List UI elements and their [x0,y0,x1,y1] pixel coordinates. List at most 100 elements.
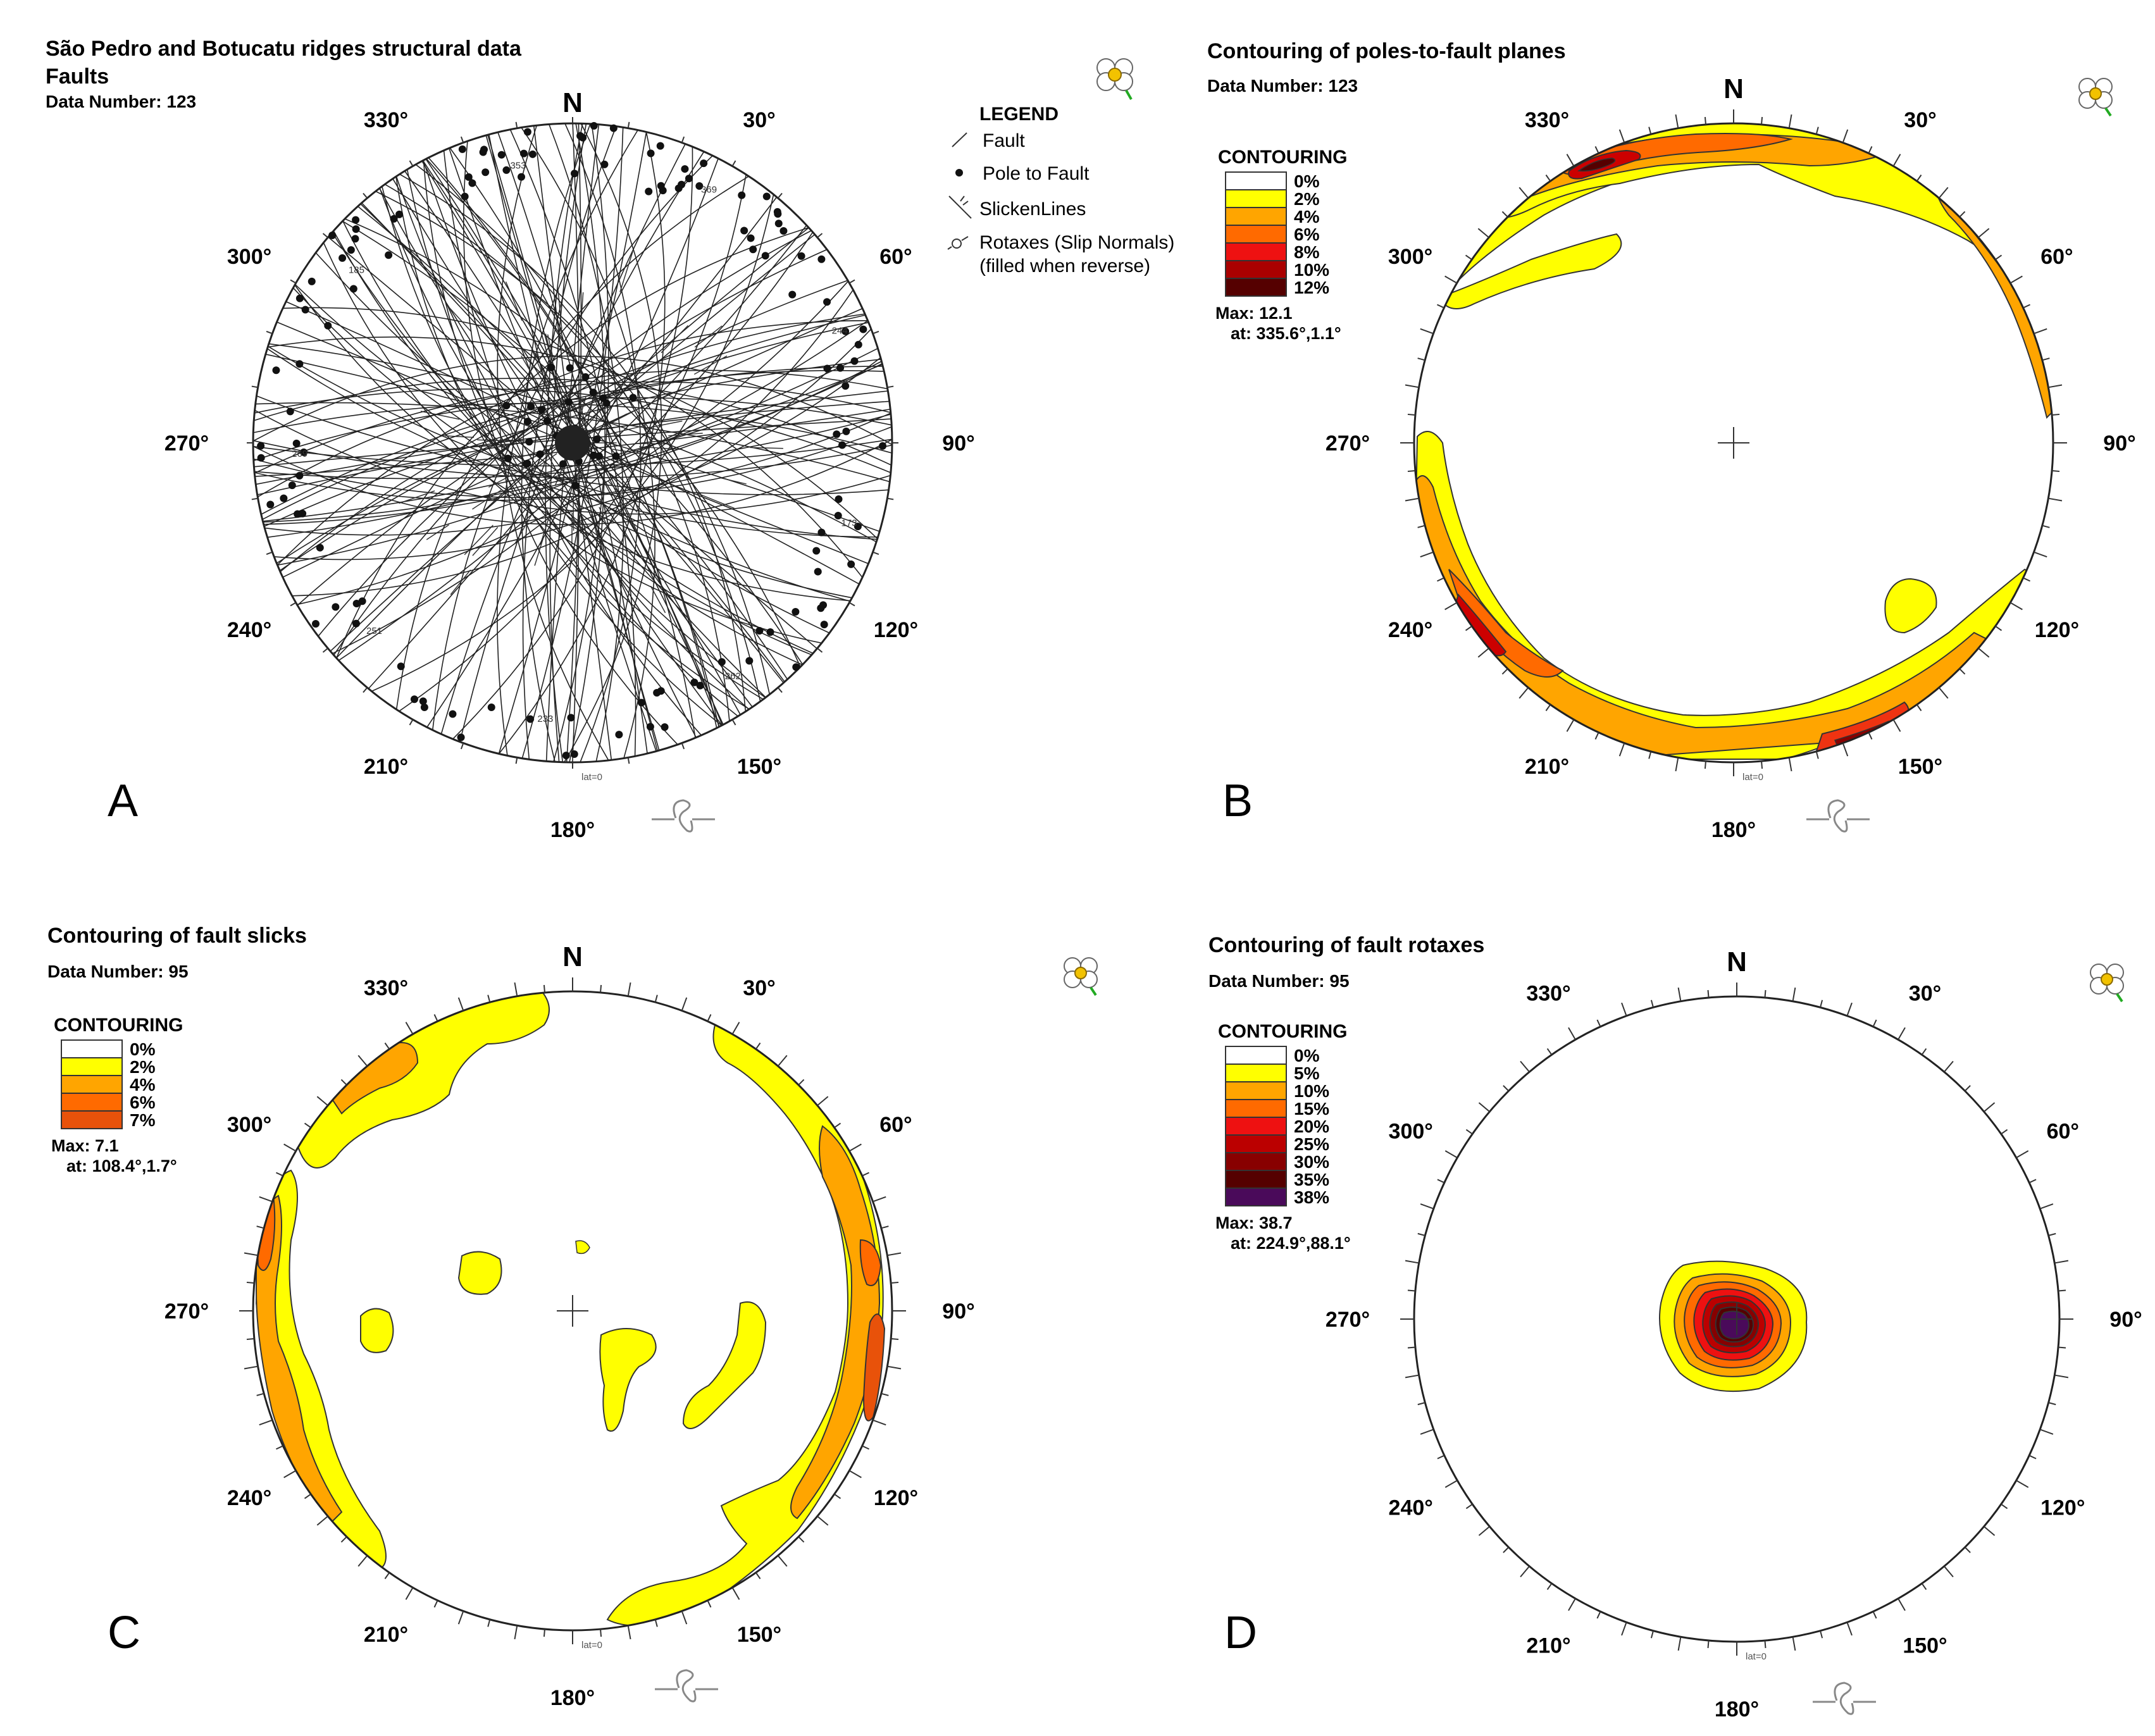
contour-max: Max: 7.1 [51,1136,119,1155]
degree-tick [2042,357,2050,361]
angle-label-90: 90° [942,1299,974,1324]
degree-tick [1704,760,1706,769]
fault-great-circle [294,285,851,602]
contour-level-label: 30% [1294,1152,1329,1172]
fault-great-circle [276,320,868,566]
degree-tick [1405,497,1419,502]
contour-level-label: 10% [1294,260,1329,280]
fault-pole [272,366,280,375]
contour-c-2pct-island-5 [575,1240,590,1255]
fault-pole [295,294,304,302]
slickenline [599,507,611,535]
fault-data-label: 251 [366,626,382,636]
north-label: N [562,87,583,118]
contour-level-label: 2% [130,1057,156,1077]
degree-tick [1815,127,1819,135]
degree-tick [1417,524,1425,528]
degree-tick [487,1619,491,1627]
fault-pole [307,277,316,285]
degree-tick [1501,211,1508,218]
slickenline [505,281,523,321]
fault-pole [461,192,469,201]
angle-label-270: 270° [165,431,209,456]
degree-tick [409,160,414,167]
legend-item-pole: Pole to Fault [983,163,1090,184]
contour-swatch [1225,1081,1287,1100]
angle-label-30: 30° [1909,982,1941,1006]
angle-label-300: 300° [1388,245,1432,269]
fault-pole [788,290,797,299]
fault-great-circle [548,124,624,762]
fault-pole [257,454,265,462]
fault-pole [859,325,867,333]
degree-tick [887,497,894,500]
contour-level-label: 6% [1294,225,1320,244]
contour-level-label: 6% [130,1093,156,1112]
fault-pole [527,402,535,411]
fault-pole [300,448,308,456]
angle-label-120: 120° [2035,618,2079,642]
angle-label-90: 90° [2103,431,2135,456]
legend-heading: LEGEND [979,104,1059,125]
contour-swatch [1225,1170,1287,1189]
angle-label-60: 60° [2040,245,2073,269]
fault-pole [537,406,545,414]
panel-d-data-number: Data Number: 95 [1208,971,1350,991]
degree-tick [873,551,879,555]
angle-label-120: 120° [874,618,918,642]
fault-great-circle [267,348,878,538]
fault-pole [576,132,585,140]
fault-great-circle [274,328,872,561]
degree-tick [2034,328,2047,335]
angle-label-180: 180° [1711,818,1756,842]
degree-tick [1420,1203,1434,1210]
fault-data-label: 185 [349,264,364,275]
fault-great-circle [452,146,693,740]
degree-tick [2054,1374,2069,1379]
contour-swatch [1225,1152,1287,1171]
fault-pole [487,703,495,711]
degree-tick [1405,1374,1419,1379]
fault-pole [266,500,275,509]
fault-great-circle [332,232,814,654]
fault-pole [836,364,845,372]
fault-data-label: 262 [725,671,741,682]
legend-item-reverse: (filled when reverse) [979,256,1150,276]
degree-tick [681,743,685,750]
degree-tick [2023,577,2030,582]
contour-swatch [1225,1046,1287,1065]
degree-tick [887,385,894,388]
degree-tick [817,647,823,653]
degree-tick [2034,551,2047,558]
slickenline [464,524,494,555]
degree-tick [681,1611,688,1625]
fault-pole [700,159,708,168]
angle-label-270: 270° [1326,1308,1370,1332]
contour-c-2pct-island-2 [360,1308,394,1353]
fault-great-circle [262,366,883,520]
degree-tick [322,233,328,239]
fault-pole [528,150,537,158]
fault-great-circle [371,194,774,692]
degree-tick [357,1555,368,1567]
contour-c-6pct-east [859,1239,882,1286]
contour-swatch [1225,1187,1287,1206]
degree-tick [259,1419,273,1426]
fault-pole [566,364,574,372]
degree-tick [1677,1637,1682,1651]
degree-tick [1437,304,1444,309]
fault-legend-icon [952,132,967,147]
degree-tick [731,1022,740,1035]
flower-logo-icon [2078,78,2113,117]
panel-b-letter: B [1222,776,1253,826]
degree-tick [340,1536,347,1543]
contour-swatch [61,1057,123,1076]
fault-pole [324,321,332,330]
angle-label-150: 150° [1903,1634,1947,1658]
fault-intersection-cluster [555,425,590,461]
degree-tick [1596,1019,1601,1027]
fault-great-circle [268,336,878,540]
fault-great-circle [276,321,869,564]
degree-tick [2009,275,2023,284]
